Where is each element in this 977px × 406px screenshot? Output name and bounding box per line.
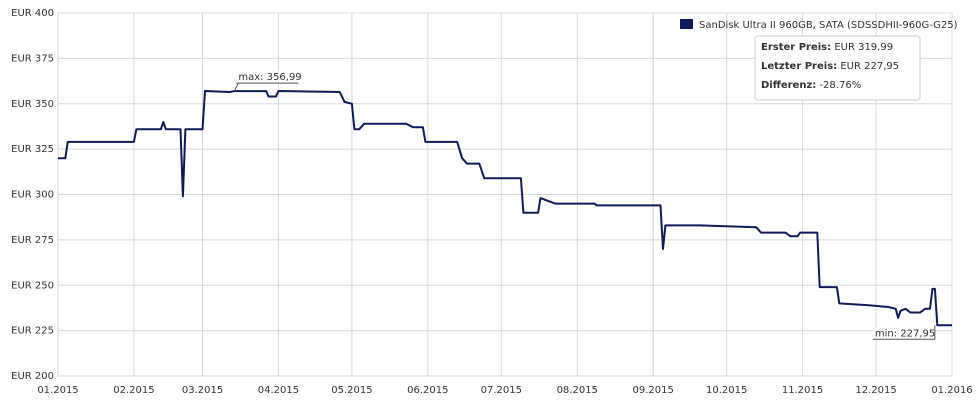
- annotation-leader: [233, 82, 239, 92]
- x-tick-label: 11.2015: [782, 385, 823, 396]
- x-tick-label: 09.2015: [633, 385, 674, 396]
- info-row: Erster Preis: EUR 319,99: [761, 42, 893, 53]
- y-tick-label: EUR 275: [11, 235, 54, 246]
- y-tick-label: EUR 350: [11, 99, 54, 110]
- x-tick-label: 08.2015: [557, 385, 598, 396]
- y-tick-label: EUR 200: [11, 371, 54, 382]
- y-tick-label: EUR 325: [11, 144, 54, 155]
- info-label: Letzter Preis:: [761, 61, 837, 72]
- legend-label: SanDisk Ultra II 960GB, SATA (SDSSDHII-9…: [699, 20, 958, 31]
- x-tick-label: 10.2015: [706, 385, 747, 396]
- y-tick-label: EUR 225: [11, 326, 54, 337]
- x-tick-label: 01.2015: [37, 385, 78, 396]
- x-tick-label: 07.2015: [481, 385, 522, 396]
- x-tick-label: 01.2016: [931, 385, 972, 396]
- x-tick-label: 02.2015: [113, 385, 154, 396]
- annotation-box: [872, 327, 935, 340]
- x-tick-label: 03.2015: [182, 385, 223, 396]
- x-tick-label: 04.2015: [258, 385, 299, 396]
- info-label: Erster Preis:: [761, 42, 831, 53]
- x-tick-label: 05.2015: [331, 385, 372, 396]
- info-value: EUR 227,95: [840, 61, 899, 72]
- legend-swatch: [680, 19, 693, 29]
- info-value: -28.76%: [819, 80, 861, 91]
- y-tick-label: EUR 375: [11, 53, 54, 64]
- price-line: [58, 90, 952, 327]
- info-row: Differenz: -28.76%: [761, 80, 861, 91]
- y-tick-label: EUR 250: [11, 280, 54, 291]
- annotation-box: [236, 71, 299, 84]
- info-row: Letzter Preis: EUR 227,95: [761, 61, 899, 72]
- info-value: EUR 319,99: [834, 42, 893, 53]
- y-tick-label: EUR 300: [11, 190, 54, 201]
- x-tick-label: 12.2015: [855, 385, 896, 396]
- x-tick-label: 06.2015: [407, 385, 448, 396]
- annotation: max: 356,99: [238, 72, 301, 83]
- y-tick-label: EUR 400: [11, 8, 54, 19]
- info-label: Differenz:: [761, 80, 816, 91]
- info-box: [754, 35, 921, 101]
- annotation: min: 227,95: [875, 328, 935, 339]
